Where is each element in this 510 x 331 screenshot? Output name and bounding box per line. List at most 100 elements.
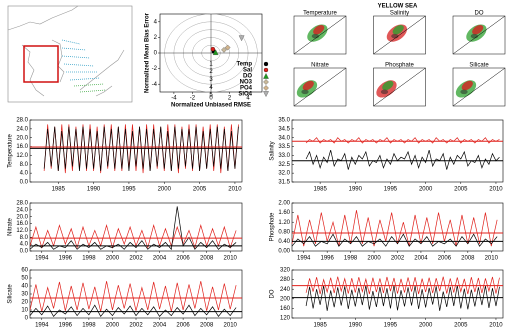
series-line — [291, 233, 498, 247]
map-frame — [7, 5, 133, 103]
y-tick-label: 0.0 — [20, 180, 29, 186]
panel-title: Phosphate — [385, 63, 414, 69]
y-tick-label: 12.0 — [16, 153, 28, 159]
data-point — [263, 79, 269, 85]
series-line — [29, 206, 237, 251]
one-to-one-line — [373, 67, 426, 107]
panel-title: DO — [475, 11, 484, 17]
x-tick-label: 2000 — [419, 323, 433, 329]
y-tick-label: 0.00 — [278, 249, 290, 255]
x-tick-label: 1995 — [384, 187, 398, 193]
series-line — [29, 223, 237, 249]
circle-label: 2 — [209, 69, 213, 75]
circle-label: 5 — [209, 93, 213, 99]
y-tick-label: 50 — [21, 276, 28, 282]
y-tick-label: -2 — [152, 66, 158, 72]
point-cloud — [470, 33, 479, 39]
x-tick-label: 2004 — [153, 256, 167, 262]
series-line — [29, 281, 237, 312]
x-tick-label: 2000 — [106, 256, 120, 262]
one-to-one-line — [293, 15, 347, 55]
y-tick-label: 2 — [154, 35, 158, 41]
y-tick-label: 0.80 — [278, 229, 290, 235]
y-tick-label: 16.0 — [16, 144, 28, 150]
x-tick-label: 2010 — [485, 256, 499, 262]
y-tick-label: 0 — [154, 51, 158, 57]
y-tick-label: 33.5 — [278, 144, 290, 150]
y-tick-label: 35.0 — [278, 118, 290, 124]
x-tick-label: 2000 — [106, 323, 120, 329]
x-tick-label: 2004 — [153, 323, 167, 329]
series-line — [305, 137, 500, 144]
x-axis-label: Normalized Unbiased RMSE — [171, 103, 251, 109]
y-tick-label: 20.0 — [16, 214, 28, 220]
y-tick-label: 30 — [21, 292, 28, 298]
x-tick-label: 2010 — [228, 187, 242, 193]
x-tick-label: 1995 — [122, 187, 136, 193]
plot-frame — [291, 119, 504, 183]
y-tick-label: 28.0 — [16, 201, 28, 207]
data-point — [263, 85, 269, 91]
y-tick-label: 24.0 — [16, 126, 28, 132]
x-tick-label: 2006 — [176, 256, 190, 262]
x-tick-label: 0 — [209, 96, 213, 102]
y-tick-label: -4 — [152, 82, 158, 88]
x-tick-label: 2004 — [414, 256, 428, 262]
x-tick-label: 1994 — [297, 256, 311, 262]
x-tick-label: 1998 — [344, 256, 358, 262]
y-tick-label: 0 — [25, 316, 29, 322]
x-tick-label: 2002 — [391, 256, 405, 262]
one-to-one-line — [293, 67, 347, 107]
data-point — [238, 35, 245, 42]
point-cloud — [472, 24, 484, 35]
x-tick-label: 2 — [228, 96, 232, 102]
coastline — [7, 5, 79, 31]
data-point — [212, 49, 219, 56]
plot-frame — [291, 269, 504, 319]
y-tick-label: 320 — [280, 268, 291, 274]
x-tick-label: 1998 — [82, 256, 96, 262]
data-point — [221, 46, 227, 53]
study-area — [23, 45, 59, 83]
y-tick-label: 4.0 — [20, 242, 29, 248]
point-cloud — [392, 24, 404, 35]
y-tick-label: 200 — [280, 296, 291, 302]
point-cloud — [391, 33, 399, 39]
x-tick-label: 2005 — [454, 323, 468, 329]
data-point — [224, 44, 231, 51]
y-axis-label: Nitrate — [8, 218, 14, 236]
x-tick-label: 2010 — [224, 323, 238, 329]
y-tick-label: 32.0 — [278, 171, 290, 177]
legend-label: NO3 — [240, 80, 253, 86]
y-tick-label: 0.0 — [20, 249, 29, 255]
y-tick-label: 28.0 — [16, 118, 28, 124]
point-cloud — [460, 89, 468, 95]
y-tick-label: 32.5 — [278, 162, 290, 168]
y-tick-label: 240 — [280, 287, 291, 293]
point-cloud — [461, 80, 473, 91]
y-axis-label: Silicate — [8, 284, 14, 304]
plot-frame — [29, 119, 243, 183]
one-to-one-line — [373, 15, 426, 55]
point-cloud — [302, 80, 314, 91]
one-to-one-line — [452, 67, 506, 107]
model-domain — [73, 83, 107, 93]
x-tick-label: 1996 — [59, 256, 73, 262]
y-tick-label: 2.00 — [278, 201, 290, 207]
y-tick-label: 1.60 — [278, 210, 290, 216]
data-point — [263, 91, 269, 98]
x-tick-label: 2000 — [419, 187, 433, 193]
y-tick-label: 20.0 — [16, 135, 28, 141]
legend-label: Temp — [236, 62, 252, 68]
point-cloud — [313, 24, 325, 35]
y-tick-label: 16.0 — [16, 221, 28, 227]
coastline — [79, 49, 125, 97]
series-line — [305, 150, 500, 170]
y-tick-label: 0.40 — [278, 239, 290, 245]
y-tick-label: 20 — [21, 300, 28, 306]
x-tick-label: 1998 — [82, 323, 96, 329]
data-point — [263, 72, 269, 79]
x-tick-label: 1985 — [313, 323, 327, 329]
x-tick-label: 1994 — [35, 256, 49, 262]
